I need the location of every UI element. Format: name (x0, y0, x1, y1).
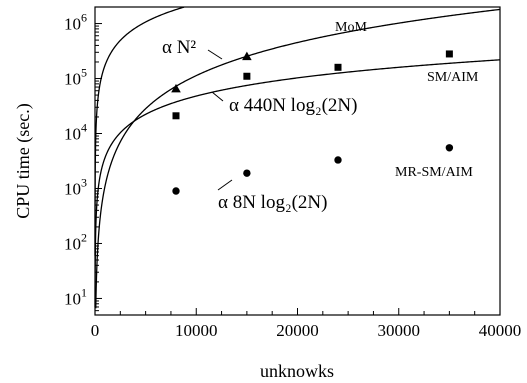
axis-labels: 0 10000 20000 30000 40000 101 102 103 104 105 106 (64, 11, 521, 340)
y-axis-title: CPU time (sec.) (13, 103, 34, 218)
x-tick-label: 10000 (175, 321, 218, 340)
sm-aim-fit-curve (94, 6, 185, 256)
mr-sm-aim-series-label: MR-SM/AIM (395, 165, 473, 180)
fit-curves (94, 6, 501, 309)
sm-aim-square-marker (334, 63, 342, 71)
y-tick-label: 102 (64, 230, 87, 253)
mom-series-label: MoM (335, 20, 367, 35)
x-tick-label: 0 (91, 321, 100, 340)
n440-annotation: α 440N log₂(2N) (229, 95, 357, 116)
mr-sm-aim-circle-marker (243, 169, 251, 177)
n8-annotation: α 8N log₂(2N) (218, 192, 327, 213)
mr-sm-aim-circle-marker (445, 144, 454, 152)
mom-triangle-marker (242, 51, 252, 61)
mom-fit-curve (95, 8, 501, 309)
n-squared-annotation: α N² (162, 37, 196, 58)
sm-aim-series-label: SM/AIM (427, 70, 479, 85)
mr-sm-aim-fit-curve (94, 59, 501, 308)
n-squared-leader (207, 49, 223, 60)
x-tick-label: 20000 (276, 321, 319, 340)
y-tick-label: 101 (64, 285, 87, 308)
mom-triangle-marker (171, 83, 181, 93)
x-tick-label: 40000 (479, 321, 522, 340)
sm-aim-square-marker (172, 112, 180, 120)
x-tick-label: 30000 (378, 321, 421, 340)
n440-leader (211, 91, 224, 102)
y-tick-label: 103 (64, 175, 87, 198)
mr-sm-aim-circle-marker (334, 156, 342, 164)
y-tick-label: 105 (64, 66, 87, 89)
mr-sm-aim-circle-marker (172, 187, 180, 195)
sm-aim-square-marker (445, 50, 453, 58)
y-tick-label: 106 (64, 11, 87, 34)
y-tick-label: 104 (64, 121, 87, 144)
axis-ticks (94, 6, 501, 316)
sm-aim-square-marker (243, 72, 251, 80)
plot-frame (94, 6, 501, 316)
data-markers (171, 50, 454, 195)
n8-leader (217, 179, 233, 191)
x-axis-title: unknowks (260, 361, 334, 381)
